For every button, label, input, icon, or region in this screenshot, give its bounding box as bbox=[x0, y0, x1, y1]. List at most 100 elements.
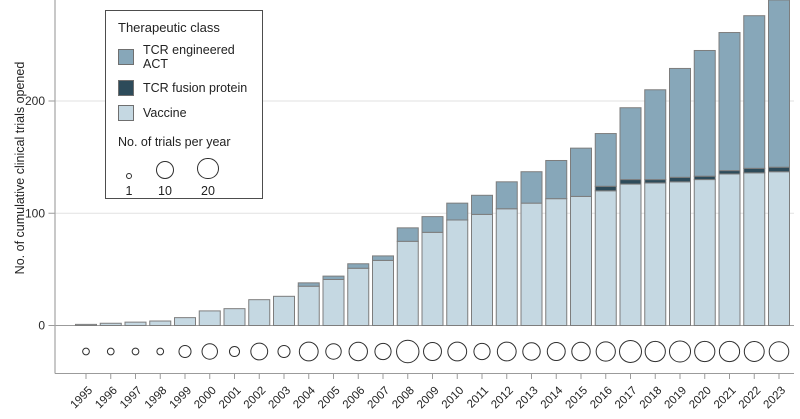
bar-segment bbox=[644, 182, 667, 326]
x-tick-label: 2013 bbox=[514, 385, 541, 412]
trials-per-year-bubble bbox=[447, 341, 468, 362]
x-tick-label: 2003 bbox=[267, 385, 294, 412]
x-tick-label: 2008 bbox=[390, 385, 417, 412]
trials-per-year-bubble bbox=[131, 347, 140, 356]
bubble-legend-entry: 10 bbox=[147, 161, 183, 198]
legend-title: Therapeutic class bbox=[118, 20, 220, 35]
bubble-size-10-circle bbox=[156, 161, 174, 180]
legend-item-vaccine: Vaccine bbox=[118, 105, 262, 121]
bar-segment bbox=[644, 179, 667, 184]
x-tick-label: 1995 bbox=[69, 385, 96, 412]
legend-box: Therapeutic class TCR engineered ACT TCR… bbox=[105, 10, 263, 199]
bar-segment bbox=[545, 198, 568, 326]
x-tick-label: 2000 bbox=[192, 385, 219, 412]
trials-per-year-bubble bbox=[423, 342, 442, 361]
x-tick-label: 2016 bbox=[588, 385, 615, 412]
trials-per-year-bubble bbox=[768, 341, 790, 362]
tcr-engineered-act-swatch bbox=[118, 49, 134, 65]
x-tick-label: 2004 bbox=[291, 384, 318, 411]
x-tick-label: 1999 bbox=[168, 385, 195, 412]
x-tick-label: 2017 bbox=[613, 385, 640, 412]
bar-segment bbox=[471, 194, 493, 215]
trials-per-year-bubble bbox=[644, 340, 666, 363]
bar-segment bbox=[669, 176, 691, 183]
bubble-legend-scale: 1 10 20 bbox=[118, 158, 262, 198]
trials-per-year-bubble bbox=[178, 344, 192, 359]
bubble-size-1-circle bbox=[125, 172, 133, 180]
bar-segment bbox=[347, 263, 370, 269]
bar-segment bbox=[421, 231, 444, 327]
trials-per-year-bubble bbox=[522, 342, 541, 361]
bar-segment bbox=[297, 282, 320, 287]
trials-per-year-bubble bbox=[595, 341, 616, 362]
trials-per-year-bubble bbox=[694, 340, 716, 363]
trials-per-year-bubble bbox=[250, 342, 269, 361]
bar-segment bbox=[619, 107, 642, 181]
x-tick-label: 2005 bbox=[316, 385, 343, 412]
x-tick-label: 1997 bbox=[118, 385, 145, 412]
bar-segment bbox=[768, 171, 790, 326]
bar-segment bbox=[75, 323, 97, 327]
bar-segment bbox=[372, 255, 394, 261]
y-tick-label: 0 bbox=[38, 319, 45, 333]
bar-segment bbox=[545, 159, 568, 200]
bar-segment bbox=[322, 275, 345, 280]
trials-per-year-bubble bbox=[396, 339, 420, 364]
x-tick-label: 2023 bbox=[762, 385, 789, 412]
bar-segment bbox=[446, 219, 469, 326]
x-tick-label: 2022 bbox=[737, 385, 764, 412]
bar-segment bbox=[718, 173, 741, 326]
bar-segment bbox=[669, 67, 691, 178]
bar-segment bbox=[619, 183, 642, 326]
bubble-size-label: 20 bbox=[201, 184, 215, 199]
bar-segment bbox=[644, 89, 667, 181]
bar-segment bbox=[718, 32, 741, 172]
bar-segment bbox=[198, 310, 221, 327]
x-tick-label: 2015 bbox=[564, 385, 591, 412]
x-tick-label: 2006 bbox=[341, 385, 368, 412]
y-tick-label: 200 bbox=[25, 94, 45, 108]
bar-segment bbox=[149, 320, 172, 327]
bar-segment bbox=[297, 285, 320, 326]
bar-segment bbox=[495, 208, 518, 326]
tcr-fusion-protein-swatch bbox=[118, 80, 134, 96]
bar-segment bbox=[273, 295, 295, 327]
vaccine-swatch bbox=[118, 105, 134, 121]
trials-per-year-bubble bbox=[496, 341, 517, 362]
bubble-size-label: 1 bbox=[125, 184, 133, 199]
bar-segment bbox=[223, 308, 246, 327]
bar-segment bbox=[768, 0, 790, 168]
bar-segment bbox=[570, 147, 592, 197]
bar-segment bbox=[396, 227, 419, 242]
bar-segment bbox=[693, 49, 716, 177]
x-tick-label: 2012 bbox=[489, 385, 516, 412]
bubble-legend-title: No. of trials per year bbox=[118, 135, 231, 149]
bar-segment bbox=[520, 202, 543, 327]
y-tick-label: 100 bbox=[25, 206, 45, 220]
trials-per-year-bubble bbox=[668, 340, 692, 363]
legend-item-tcr-engineered-act: TCR engineered ACT bbox=[118, 43, 262, 71]
bar-segment bbox=[99, 322, 122, 327]
legend-item-tcr-fusion-protein: TCR fusion protein bbox=[118, 80, 262, 96]
trials-per-year-bubble bbox=[546, 342, 566, 361]
trials-per-year-bubble bbox=[571, 341, 591, 362]
trials-per-year-bubble bbox=[473, 342, 491, 361]
bar-segment bbox=[768, 166, 790, 173]
trials-per-year-bubble bbox=[718, 340, 741, 363]
bubble-legend-entry: 1 bbox=[118, 172, 140, 199]
bar-segment bbox=[174, 317, 196, 326]
trials-per-year-bubble bbox=[228, 345, 241, 358]
trials-per-year-bubble bbox=[374, 342, 392, 361]
trials-per-year-bubble bbox=[106, 347, 115, 356]
bar-segment bbox=[693, 175, 716, 181]
bar-segment bbox=[372, 259, 394, 326]
bar-segment bbox=[446, 202, 469, 221]
bar-segment bbox=[693, 179, 716, 326]
trials-per-year-bubble bbox=[298, 341, 319, 362]
trials-per-year-bubble bbox=[201, 343, 218, 360]
x-tick-label: 1998 bbox=[143, 385, 170, 412]
bar-segment bbox=[124, 321, 147, 327]
bar-segment bbox=[619, 179, 642, 185]
bar-segment bbox=[594, 185, 617, 192]
bubble-size-20-circle bbox=[197, 158, 219, 180]
